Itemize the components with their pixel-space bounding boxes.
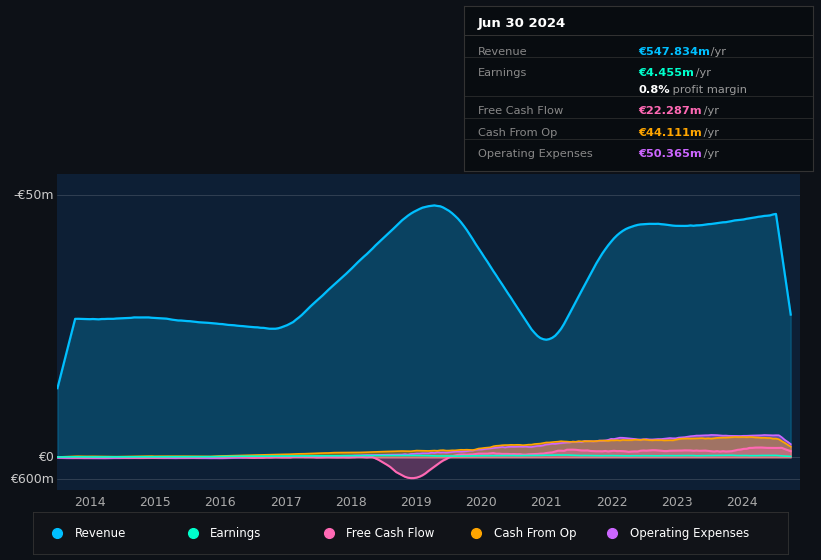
Text: /yr: /yr xyxy=(699,150,718,160)
Text: €44.111m: €44.111m xyxy=(639,128,702,138)
Text: /yr: /yr xyxy=(692,68,711,78)
Text: Free Cash Flow: Free Cash Flow xyxy=(478,106,563,116)
Text: Revenue: Revenue xyxy=(478,47,527,57)
Text: €547.834m: €547.834m xyxy=(639,47,710,57)
Text: €0: €0 xyxy=(38,451,53,464)
Text: /yr: /yr xyxy=(699,128,718,138)
Text: €4.455m: €4.455m xyxy=(639,68,695,78)
Text: profit margin: profit margin xyxy=(669,85,747,95)
Text: Free Cash Flow: Free Cash Flow xyxy=(346,527,434,540)
Text: -€50m: -€50m xyxy=(13,189,53,202)
Text: Cash From Op: Cash From Op xyxy=(493,527,576,540)
Text: Operating Expenses: Operating Expenses xyxy=(478,150,593,160)
Text: /yr: /yr xyxy=(699,106,718,116)
Text: €600m: €600m xyxy=(10,473,53,486)
Text: €22.287m: €22.287m xyxy=(639,106,702,116)
Text: Cash From Op: Cash From Op xyxy=(478,128,557,138)
Text: /yr: /yr xyxy=(708,47,727,57)
Text: Earnings: Earnings xyxy=(478,68,527,78)
Text: Revenue: Revenue xyxy=(75,527,126,540)
Text: Jun 30 2024: Jun 30 2024 xyxy=(478,17,566,30)
Text: €50.365m: €50.365m xyxy=(639,150,702,160)
Text: Earnings: Earnings xyxy=(210,527,262,540)
Text: Operating Expenses: Operating Expenses xyxy=(630,527,749,540)
Text: 0.8%: 0.8% xyxy=(639,85,670,95)
